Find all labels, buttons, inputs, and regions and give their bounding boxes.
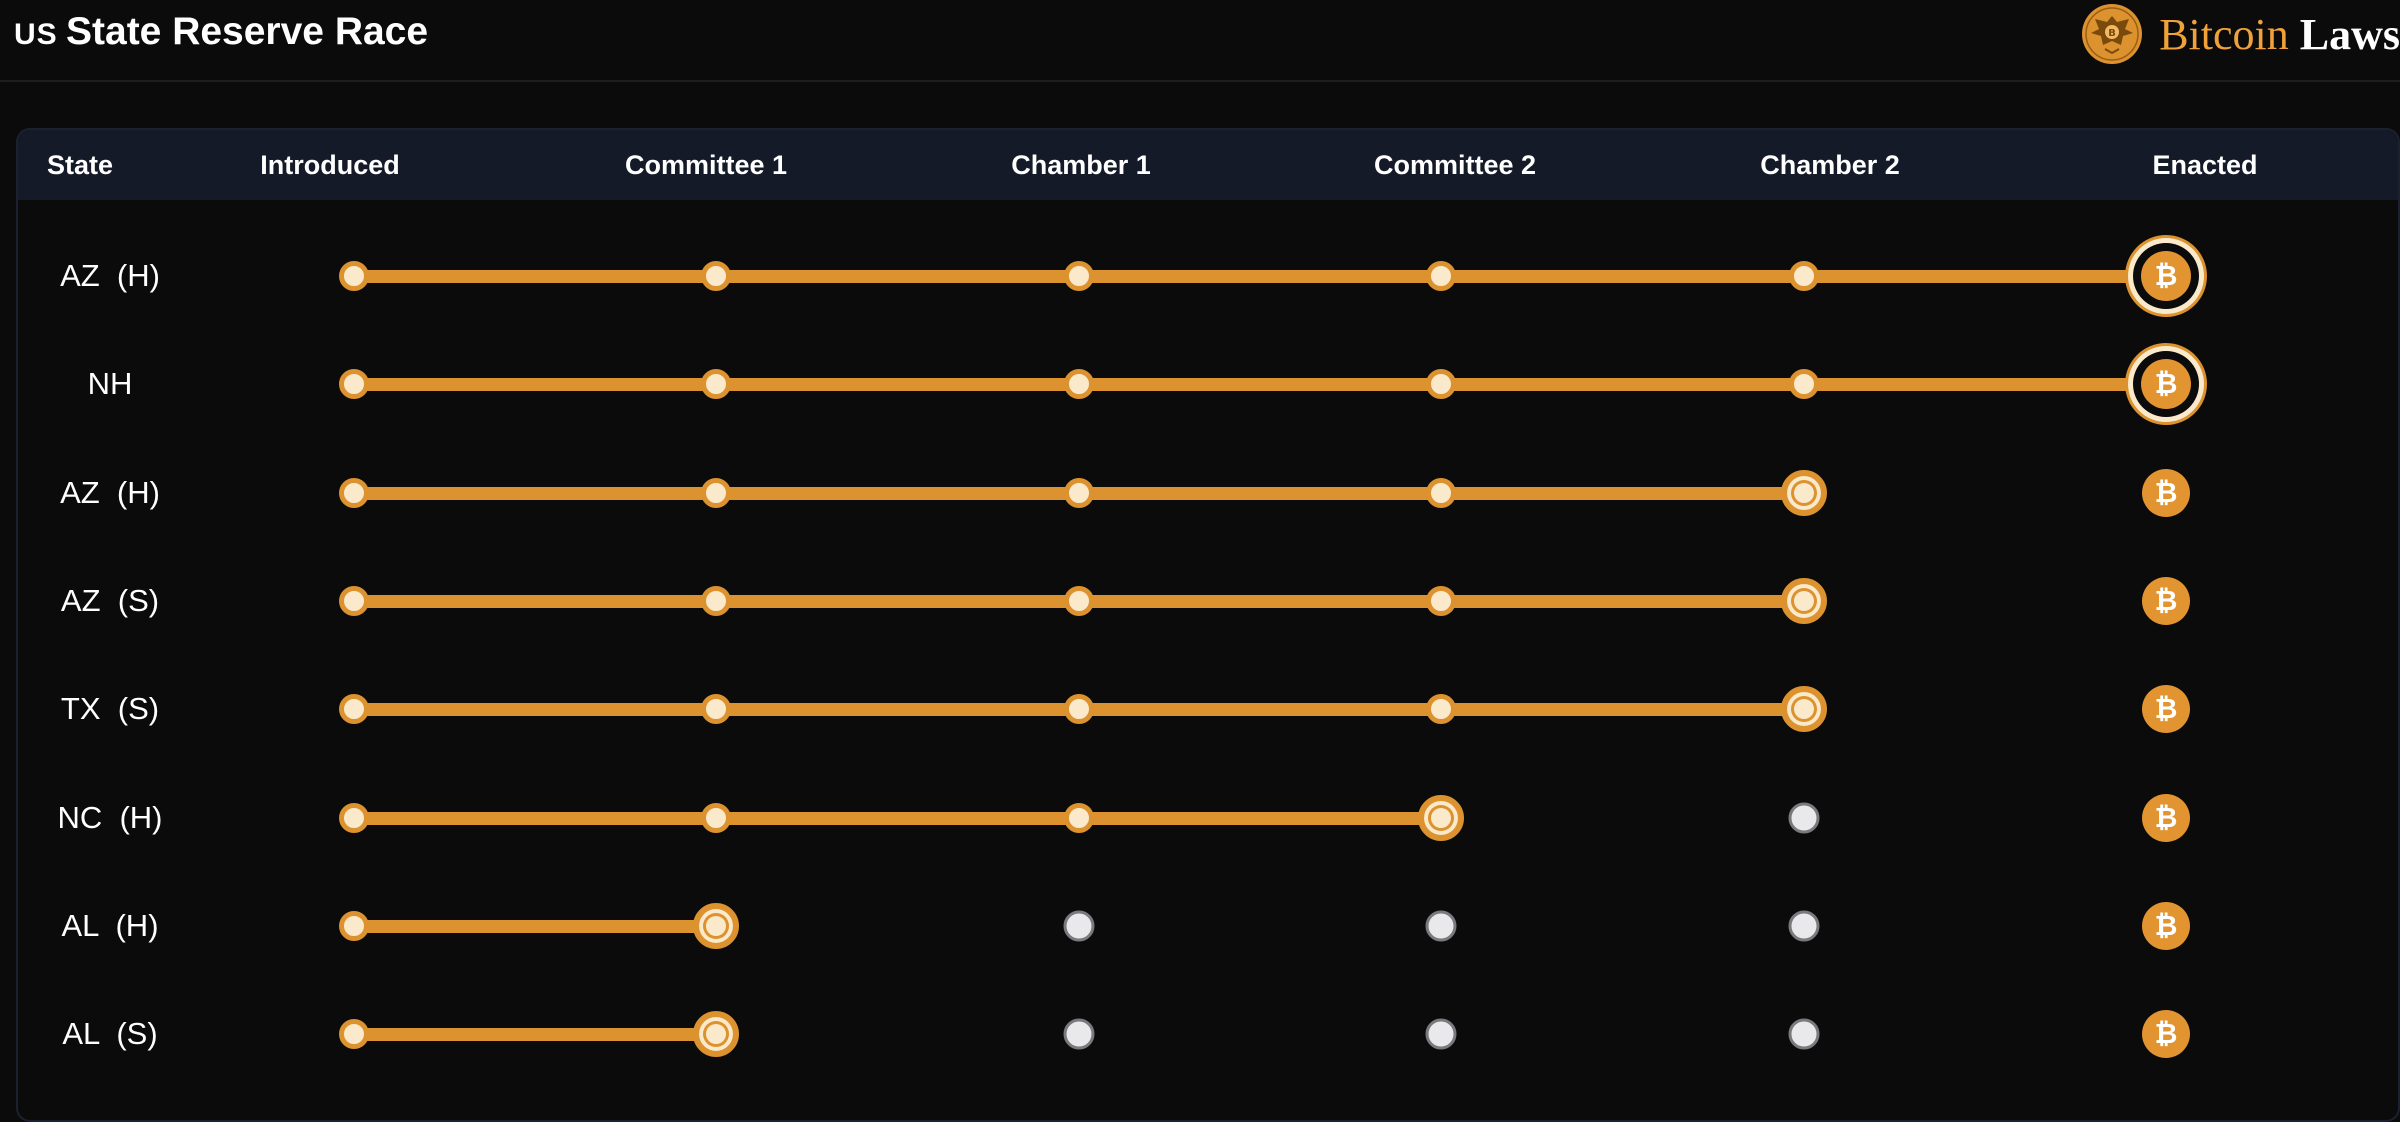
stage-node[interactable] xyxy=(1064,261,1094,291)
state-label: AL (H) xyxy=(61,907,159,943)
app-header: US State Reserve Race B Bitcoin Laws xyxy=(0,0,2400,82)
progress-track xyxy=(354,1028,716,1042)
stage-node[interactable] xyxy=(1781,469,1827,516)
stage-node[interactable] xyxy=(1425,910,1457,942)
bitcoin-icon[interactable]: ₿ xyxy=(2142,901,2190,950)
column-header-state: State xyxy=(46,150,114,180)
stage-node[interactable] xyxy=(1789,261,1819,291)
column-header-chamber-2: Chamber 2 xyxy=(1760,150,1900,180)
brand-name: Bitcoin Laws xyxy=(2159,9,2400,59)
stage-node[interactable] xyxy=(1064,585,1094,616)
page-title: State Reserve Race xyxy=(66,10,429,53)
progress-track xyxy=(354,811,1441,825)
brand-logo[interactable]: B Bitcoin Laws xyxy=(2081,2,2400,66)
eagle-seal-icon: B xyxy=(2082,4,2143,64)
stage-node[interactable] xyxy=(701,802,731,833)
stage-node[interactable] xyxy=(339,910,369,941)
table-row[interactable]: TX (S) ₿ xyxy=(18,655,2398,763)
stage-node[interactable] xyxy=(693,902,739,949)
state-label: AL (S) xyxy=(62,1016,158,1052)
stage-node[interactable] xyxy=(1788,802,1820,833)
stage-node[interactable] xyxy=(1063,910,1095,942)
state-label: AZ (H) xyxy=(60,474,160,510)
table-row[interactable]: AZ (S) ₿ xyxy=(18,547,2398,655)
stage-node[interactable] xyxy=(339,585,369,616)
table-row[interactable]: AL (H) ₿ xyxy=(18,872,2398,980)
state-label: NC (H) xyxy=(57,799,163,835)
race-table: State Introduced Committee 1 Chamber 1 C… xyxy=(16,128,2400,1122)
us-flag-icon: US xyxy=(14,18,58,51)
stage-node[interactable] xyxy=(1788,1018,1820,1050)
column-header-committee-2: Committee 2 xyxy=(1373,150,1537,180)
table-header: State Introduced Committee 1 Chamber 1 C… xyxy=(18,130,2398,200)
progress-track xyxy=(354,378,2166,392)
stage-node[interactable] xyxy=(1418,794,1464,841)
bitcoin-icon[interactable]: ₿ xyxy=(2142,576,2190,625)
state-label: NH xyxy=(87,366,133,402)
stage-node[interactable] xyxy=(701,477,731,508)
stage-node[interactable] xyxy=(1781,686,1827,733)
stage-node[interactable] xyxy=(701,585,731,616)
stage-node[interactable] xyxy=(693,1011,739,1058)
stage-node[interactable] xyxy=(1064,694,1094,725)
bitcoin-icon[interactable]: ₿ xyxy=(2142,1010,2190,1059)
stage-node[interactable] xyxy=(339,369,369,400)
stage-node[interactable] xyxy=(1426,694,1456,725)
column-header-chamber-1: Chamber 1 xyxy=(1011,150,1151,180)
column-header-introduced: Introduced xyxy=(260,150,400,180)
stage-node[interactable] xyxy=(339,477,369,508)
stage-node[interactable] xyxy=(1788,910,1820,942)
column-header-committee-1: Committee 1 xyxy=(624,150,788,180)
stage-node[interactable] xyxy=(1064,477,1094,508)
bitcoin-icon[interactable]: ₿ xyxy=(2142,468,2190,517)
progress-track xyxy=(354,270,2166,283)
stage-node[interactable] xyxy=(1063,1018,1095,1050)
stage-node[interactable] xyxy=(1426,369,1456,400)
stage-node[interactable] xyxy=(1426,477,1456,508)
state-label: AZ (S) xyxy=(60,582,160,618)
stage-node[interactable] xyxy=(1789,369,1819,400)
column-header-enacted: Enacted xyxy=(2152,150,2258,180)
progress-track xyxy=(354,919,716,933)
table-row[interactable]: NH ₿ xyxy=(18,330,2398,438)
table-row[interactable]: AZ (H) ₿ xyxy=(18,439,2398,547)
bitcoin-icon[interactable]: ₿ xyxy=(2141,251,2191,301)
table-row[interactable]: AZ (H) ₿ xyxy=(18,222,2398,330)
svg-text:B: B xyxy=(2108,28,2116,39)
stage-node[interactable] xyxy=(701,261,731,291)
stage-node[interactable] xyxy=(1425,1018,1457,1050)
stage-node[interactable] xyxy=(339,1019,369,1050)
stage-node[interactable] xyxy=(1426,261,1456,291)
stage-node[interactable] xyxy=(1781,577,1827,624)
bitcoin-icon[interactable]: ₿ xyxy=(2142,685,2190,734)
stage-node[interactable] xyxy=(1064,369,1094,400)
stage-node[interactable] xyxy=(339,694,369,725)
table-row[interactable]: AL (S) ₿ xyxy=(18,980,2398,1088)
stage-node[interactable] xyxy=(339,802,369,833)
stage-node[interactable] xyxy=(1064,802,1094,833)
stage-node[interactable] xyxy=(701,694,731,725)
stage-node[interactable] xyxy=(701,369,731,400)
stage-node[interactable] xyxy=(1426,585,1456,616)
bitcoin-icon[interactable]: ₿ xyxy=(2142,793,2190,842)
bitcoin-icon[interactable]: ₿ xyxy=(2141,359,2191,410)
state-label: AZ (H) xyxy=(60,258,160,293)
stage-node[interactable] xyxy=(339,261,369,291)
table-row[interactable]: NC (H) ₿ xyxy=(18,764,2398,872)
state-label: TX (S) xyxy=(60,691,160,727)
